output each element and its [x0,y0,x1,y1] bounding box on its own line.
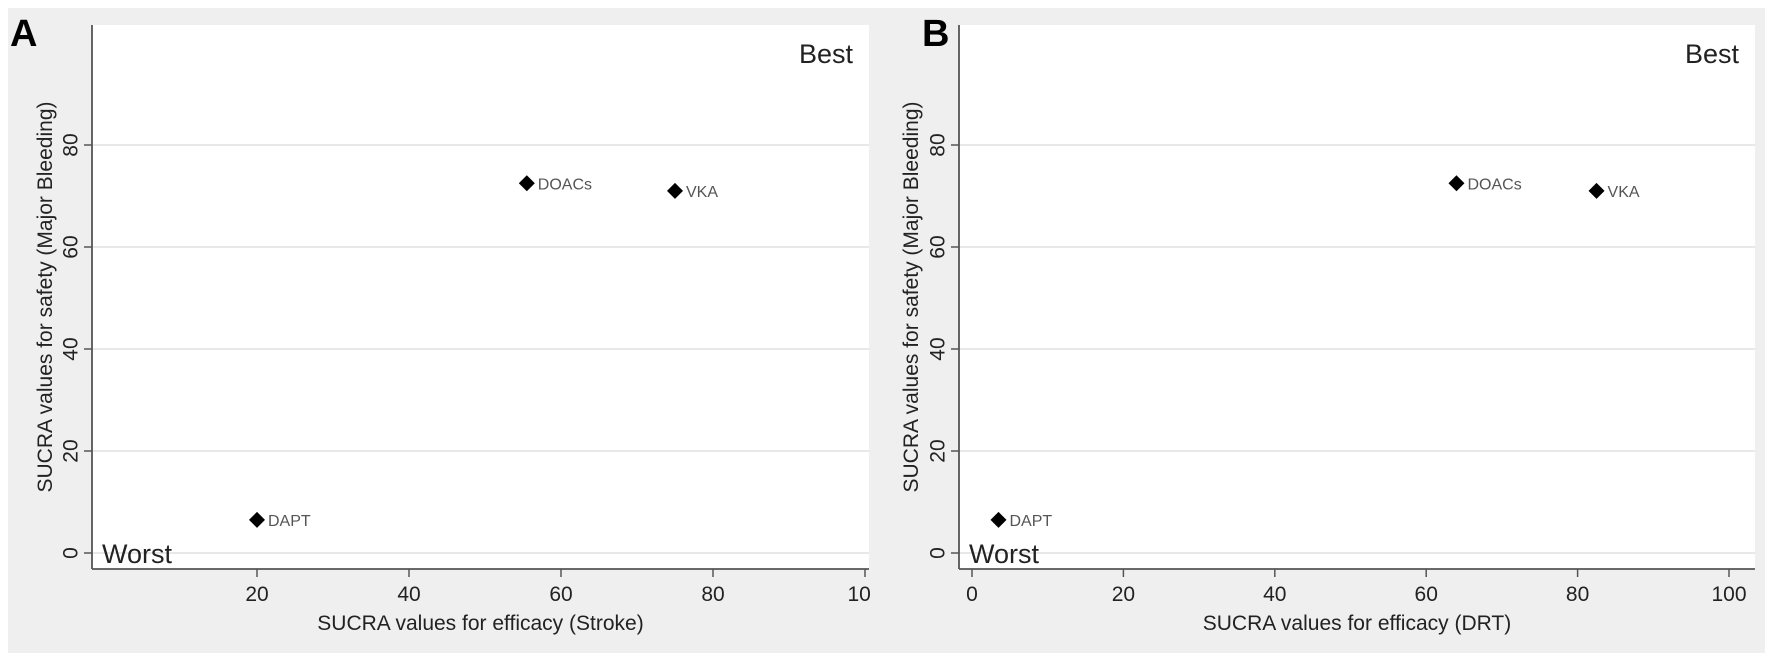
data-label: DOACs [1467,176,1521,193]
y-tick-label: 0 [927,547,950,559]
worst-label: Worst [969,539,1040,569]
y-tick-label: 40 [927,337,950,360]
data-point-dapt [990,511,1007,528]
y-tick-label: 60 [927,235,950,258]
y-tick-label: 0 [60,547,83,559]
data-point-doacs [1448,175,1465,192]
x-tick-label: 100 [1711,583,1746,606]
panel-label: A [10,13,37,55]
data-label: DAPT [268,513,311,530]
y-tick-label: 40 [60,337,83,360]
y-tick-label: 20 [60,439,83,462]
x-axis-title: SUCRA values for efficacy (Stroke) [317,612,643,635]
worst-label: Worst [102,539,173,569]
data-point-doacs [518,175,535,192]
y-tick-label: 80 [927,133,950,156]
y-tick-label: 20 [927,439,950,462]
plot-area [959,25,1755,569]
x-tick-label: 60 [549,583,572,606]
y-axis-title: SUCRA values for safety (Major Bleeding) [34,102,57,493]
x-tick-label: 40 [397,583,420,606]
data-label: DOACs [538,176,592,193]
x-tick-label: 20 [1112,583,1135,606]
data-point-vka [667,182,683,199]
data-point-dapt [249,511,265,528]
x-tick-label: 80 [1566,583,1589,606]
data-label: DAPT [1009,513,1052,530]
x-tick-label: 0 [966,583,978,606]
x-tick-label: 80 [701,583,724,606]
x-tick-label: 20 [245,583,268,606]
y-axis-title: SUCRA values for safety (Major Bleeding) [900,102,923,493]
x-tick-label: 40 [1263,583,1286,606]
data-label: VKA [686,184,718,201]
plot-area [92,25,869,569]
data-point-vka [1588,182,1605,199]
x-tick-label: 60 [1415,583,1438,606]
panel-label: B [922,13,949,55]
panel-b: 0 20 40 60 80 0 20 40 60 80 100 SUCRA values for ef… [870,8,1765,653]
data-label: VKA [1608,184,1640,201]
x-axis-title: SUCRA values for efficacy (DRT) [1203,612,1511,635]
y-tick-label: 80 [60,133,83,156]
best-label: Best [799,39,854,69]
best-label: Best [1685,39,1740,69]
y-tick-label: 60 [60,235,83,258]
